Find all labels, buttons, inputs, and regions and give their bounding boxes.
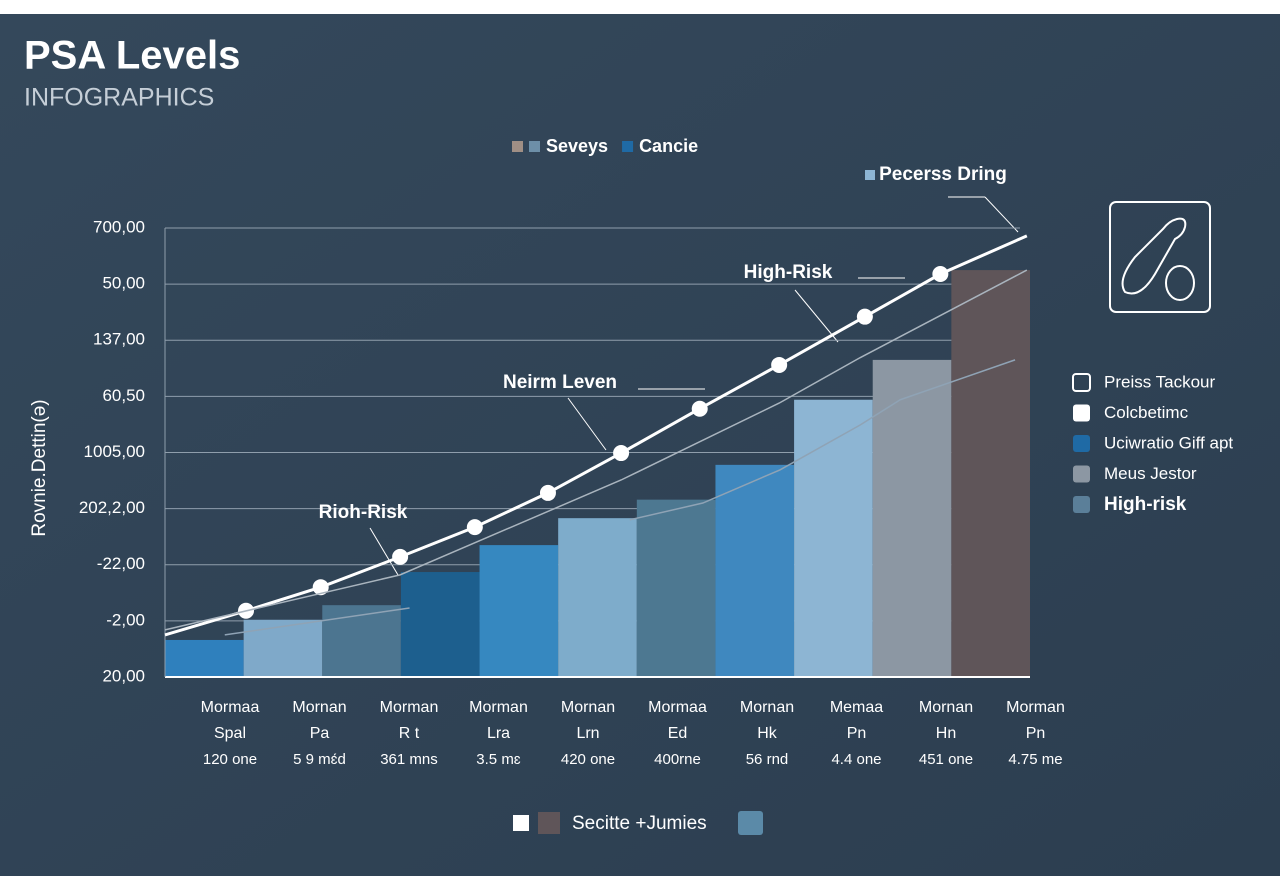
legend-swatch [1073,496,1090,513]
y-tick-label: 20,00 [102,666,145,685]
x-tick-label: 4.75 me [1008,751,1062,768]
legend-swatch [1073,435,1090,452]
legend-swatch [622,141,634,152]
legend-swatch [738,811,763,835]
x-tick-label: Mornan [561,699,615,716]
x-tick-label: Ed [668,725,688,742]
x-tick-label: Mornan [292,699,346,716]
legend-label: High-risk [1104,494,1187,515]
chart-subtitle: INFOGRAPHICS [24,84,214,112]
legend-swatch [513,815,529,831]
x-tick-label: 56 rnd [746,751,789,768]
marker [613,445,630,462]
legend-label: Seveys [546,136,608,156]
bar [558,518,637,677]
x-tick-label: Mormaa [648,699,707,716]
x-tick-label: Pn [847,725,867,742]
line [164,234,1028,637]
x-tick-label: 4.4 one [831,751,881,768]
y-tick-label: 202,2,00 [79,498,145,517]
marker [466,519,483,536]
x-tick-label: Pn [1026,725,1046,742]
chart-title: PSA Levels [24,34,240,78]
legend-label: Cancie [639,136,698,156]
marker [312,579,329,596]
marker [392,548,409,565]
x-tick-label: Morman [380,699,439,716]
legend-label: Uciwratio Giff apt [1104,433,1233,452]
legend-swatch [538,812,560,834]
x-tick-label: 400rne [654,751,701,768]
marker [932,266,949,283]
x-tick-label: Mormaa [201,699,260,716]
y-tick-label: 60,50 [102,386,145,405]
annotation: Rioh-Risk [319,502,408,523]
bar [165,639,244,677]
x-tick-label: Spal [214,725,246,742]
legend-label: Preiss Tackour [1104,372,1216,391]
x-tick-label: 120 one [203,751,257,768]
x-tick-label: Morman [469,699,528,716]
y-tick-label: 700,00 [93,217,145,236]
bar [794,399,873,677]
marker [771,356,788,373]
legend-label: Colcbetimc [1104,403,1189,422]
legend-label: Secitte +Jumies [572,813,707,834]
bar [951,270,1030,677]
annotation: Neirm Leven [503,372,617,393]
annotation-leaders [369,196,1019,576]
y-tick-label: 1005,00 [84,442,145,461]
legend-swatch [1073,465,1090,483]
x-tick-label: Mornan [919,699,973,716]
annotation-swatch [865,170,875,180]
x-tick-label: Hn [936,725,956,742]
annotation: Pecerss Dring [879,164,1007,185]
marker [856,308,873,325]
bar [872,359,952,677]
background [0,14,1280,876]
x-tick-label: 420 one [561,751,615,768]
line [224,359,1016,636]
icon-box [1109,201,1211,313]
line [164,269,1028,631]
marker [691,400,708,417]
x-tick-label: Lrn [576,725,599,742]
bar [636,499,716,677]
x-tick-label: Lra [487,725,510,742]
marker [539,484,556,501]
x-tick-label: 361 mns [380,751,438,768]
legend-swatch [1072,373,1091,392]
x-tick-label: 5 9 mɛ́d [293,751,346,768]
x-tick-label: Morman [1006,699,1065,716]
annotation: High-Risk [744,262,833,283]
y-tick-label: -22,00 [97,554,145,573]
x-tick-label: 451 one [919,751,973,768]
y-tick-label: -2,00 [106,610,145,629]
x-tick-label: Mornan [740,699,794,716]
bar [715,464,795,677]
x-tick-label: Pa [310,725,330,742]
x-tick-label: R t [399,725,420,742]
y-tick-label: 137,00 [93,330,145,349]
bar [479,545,559,677]
legend-swatch [512,141,523,152]
legend-label: Meus Jestor [1104,464,1197,483]
y-tick-label: 50,00 [102,274,145,293]
y-axis-label: Rovnie.Dettin(ə) [29,399,50,536]
bar [243,619,323,677]
bar [400,572,480,677]
bar [322,605,401,677]
x-tick-label: 3.5 mɛ [476,751,521,768]
legend-swatch [1073,404,1090,422]
x-tick-label: Memaa [830,699,883,716]
legend-swatch [529,141,540,152]
x-tick-label: Hk [757,725,778,742]
